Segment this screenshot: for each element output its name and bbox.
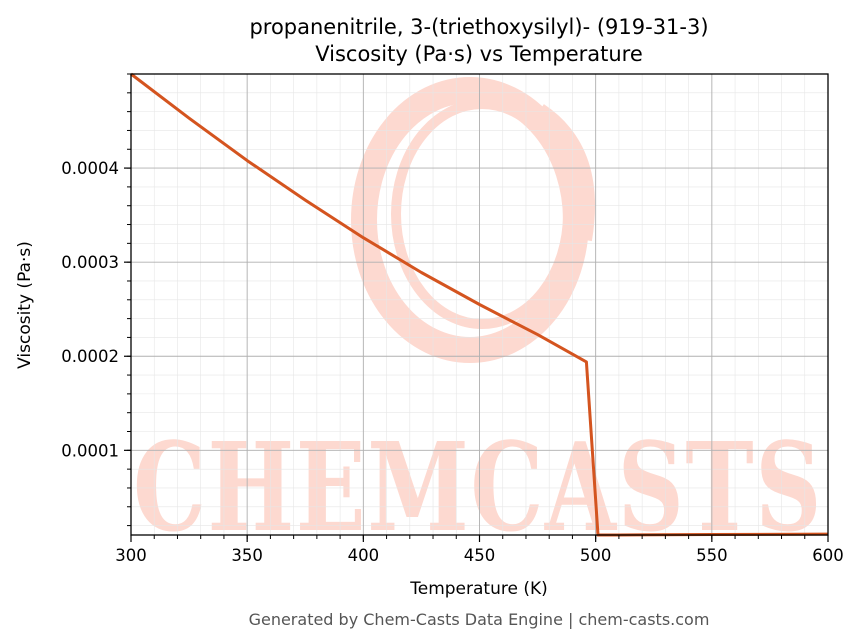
watermark-swirl — [351, 77, 595, 363]
footer-credit: Generated by Chem-Casts Data Engine | ch… — [249, 610, 710, 629]
x-tick-label: 400 — [348, 546, 380, 565]
x-tick-label: 350 — [231, 546, 263, 565]
x-tick-label: 550 — [696, 546, 728, 565]
y-tick-label: 0.0002 — [61, 347, 119, 366]
x-tick-label: 600 — [812, 546, 844, 565]
x-axis-label: Temperature (K) — [409, 579, 548, 599]
chart-title: propanenitrile, 3-(triethoxysilyl)- (919… — [249, 15, 708, 39]
watermark-text: CHEMCASTS — [133, 415, 823, 559]
x-tick-label: 450 — [464, 546, 496, 565]
chart-subtitle: Viscosity (Pa·s) vs Temperature — [315, 42, 643, 66]
x-tick-label: 500 — [580, 546, 612, 565]
x-tick-label: 300 — [115, 546, 147, 565]
watermark-logo: CHEMCASTS — [133, 77, 823, 559]
y-axis-ticks: 0.0001 0.0002 0.0003 0.0004 — [61, 73, 131, 527]
y-tick-label: 0.0003 — [61, 253, 119, 272]
y-tick-label: 0.0004 — [61, 159, 119, 178]
y-tick-label: 0.0001 — [61, 441, 119, 460]
y-axis-label: Viscosity (Pa·s) — [15, 241, 35, 369]
x-axis-ticks: 300 350 400 450 500 550 600 — [115, 535, 844, 565]
